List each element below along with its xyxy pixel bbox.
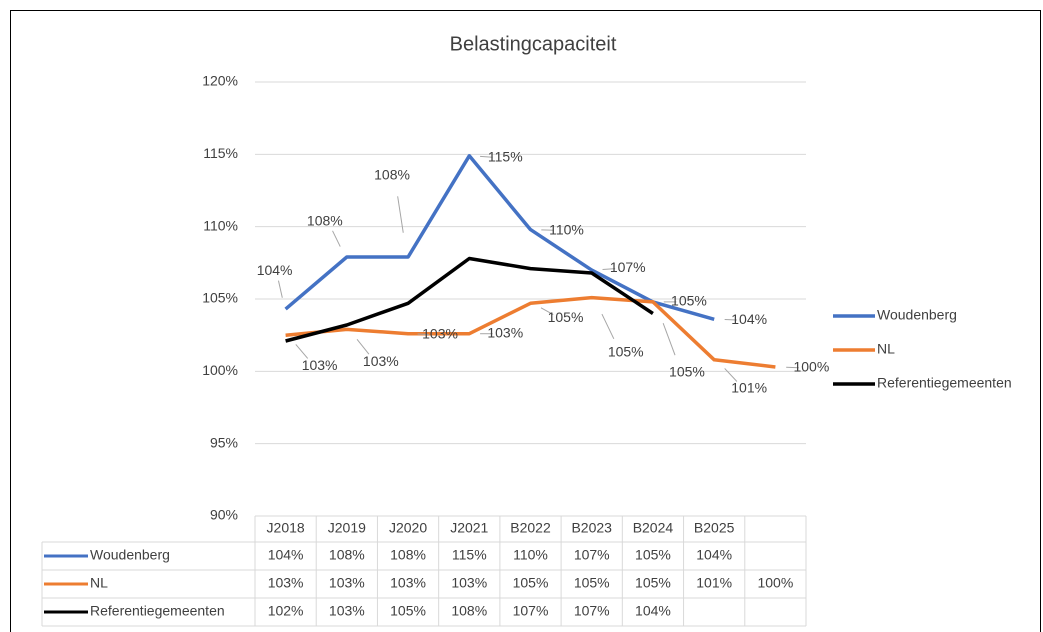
data-label: 108% [307,213,343,229]
table-series-name: Referentiegemeenten [90,603,225,619]
y-tick-label: 95% [210,434,238,450]
data-label: 115% [488,148,523,164]
table-cell: 103% [329,603,365,619]
x-tick-label: J2020 [389,520,427,536]
chart-title: Belastingcapaciteit [450,33,617,55]
table-cell: 103% [451,575,487,591]
y-tick-label: 105% [202,290,238,306]
legend-label: NL [877,341,895,357]
leader-line [602,268,616,270]
y-tick-label: 110% [203,217,238,233]
table-series-name: NL [90,575,108,591]
data-label: 107% [610,259,646,275]
table-cell: 107% [574,547,610,563]
table-cell: 105% [513,575,549,591]
x-tick-label: B2022 [510,520,551,536]
x-tick-label: B2024 [633,520,674,536]
leader-line [397,196,404,233]
data-label: 105% [548,309,584,325]
leader-line [277,280,283,298]
data-label: 110% [549,221,584,237]
data-label: 104% [257,262,293,278]
leader-line [356,338,370,355]
table-cell: 115% [452,547,487,563]
data-label: 103% [487,324,523,340]
x-tick-label: B2023 [571,520,612,536]
leader-line [724,368,738,382]
series-line [285,256,654,343]
series-line [284,154,715,321]
data-label: 101% [731,379,767,395]
table-cell: 100% [757,575,793,591]
data-label: 104% [731,311,767,327]
table-cell: 104% [635,603,671,619]
leader-line [295,344,309,359]
legend-label: Woudenberg [877,307,957,323]
table-cell: 103% [390,575,426,591]
table-cell: 101% [696,575,732,591]
data-label: 105% [671,293,707,309]
y-tick-label: 90% [210,507,238,523]
table-cell: 108% [451,603,487,619]
table-cell: 104% [696,547,732,563]
leader-line [601,313,615,340]
leader-line [540,307,554,316]
leader-line [480,155,493,158]
leader-line [662,323,676,356]
table-cell: 104% [268,547,304,563]
table-cell: 110% [513,547,548,563]
x-tick-label: J2019 [328,520,366,536]
table-cell: 105% [390,603,426,619]
table-series-name: Woudenberg [90,547,170,563]
x-tick-label: J2021 [450,520,488,536]
table-cell: 107% [574,603,610,619]
data-label: 103% [363,353,399,369]
x-tick-label: J2018 [267,520,305,536]
x-tick-label: B2025 [694,520,735,536]
table-cell: 103% [329,575,365,591]
table-cell: 102% [268,603,304,619]
table-cell: 107% [513,603,549,619]
data-label: 100% [793,359,829,375]
data-label: 103% [422,325,458,341]
series-line [285,295,776,369]
data-label: 103% [302,357,338,373]
table-cell: 105% [574,575,610,591]
y-tick-label: 115% [203,145,238,161]
y-tick-label: 100% [202,362,238,378]
table-cell: 108% [390,547,426,563]
chart-border [10,10,1041,632]
table-cell: 105% [635,547,671,563]
table-cell: 103% [268,575,304,591]
data-label: 105% [669,364,705,380]
table-cell: 105% [635,575,671,591]
leader-line [332,230,341,247]
data-label: 108% [374,167,410,183]
table-cell: 108% [329,547,365,563]
data-label: 105% [608,343,644,359]
y-tick-label: 120% [202,73,238,89]
legend-label: Referentiegemeenten [877,375,1012,391]
